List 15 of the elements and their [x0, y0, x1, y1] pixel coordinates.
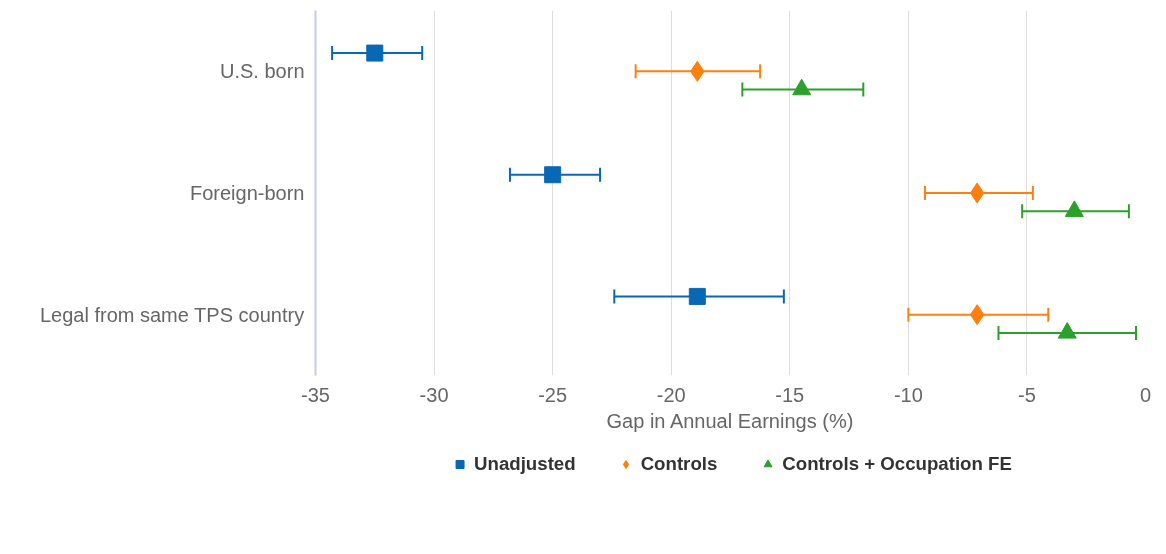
x-tick-label: -25 [538, 383, 568, 406]
x-tick-label: -35 [301, 383, 330, 406]
x-tick-label: -20 [656, 383, 686, 406]
y-tick-label: U.S. born [220, 60, 305, 83]
x-axis-title: Gap in Annual Earnings (%) [606, 409, 854, 432]
x-tick-label: -15 [775, 383, 805, 406]
x-tick-label: -10 [893, 383, 923, 406]
x-tick-label: -5 [1018, 383, 1036, 406]
y-tick-label: Foreign-born [190, 182, 305, 204]
x-tick-label: -30 [419, 383, 449, 406]
legend-label: Controls + Occupation FE [782, 453, 1012, 475]
y-tick-label: Legal from same TPS country [39, 303, 305, 326]
legend-label: Controls [640, 453, 718, 475]
x-tick-label: 0 [1139, 383, 1152, 406]
legend-label: Unadjusted [474, 453, 576, 475]
